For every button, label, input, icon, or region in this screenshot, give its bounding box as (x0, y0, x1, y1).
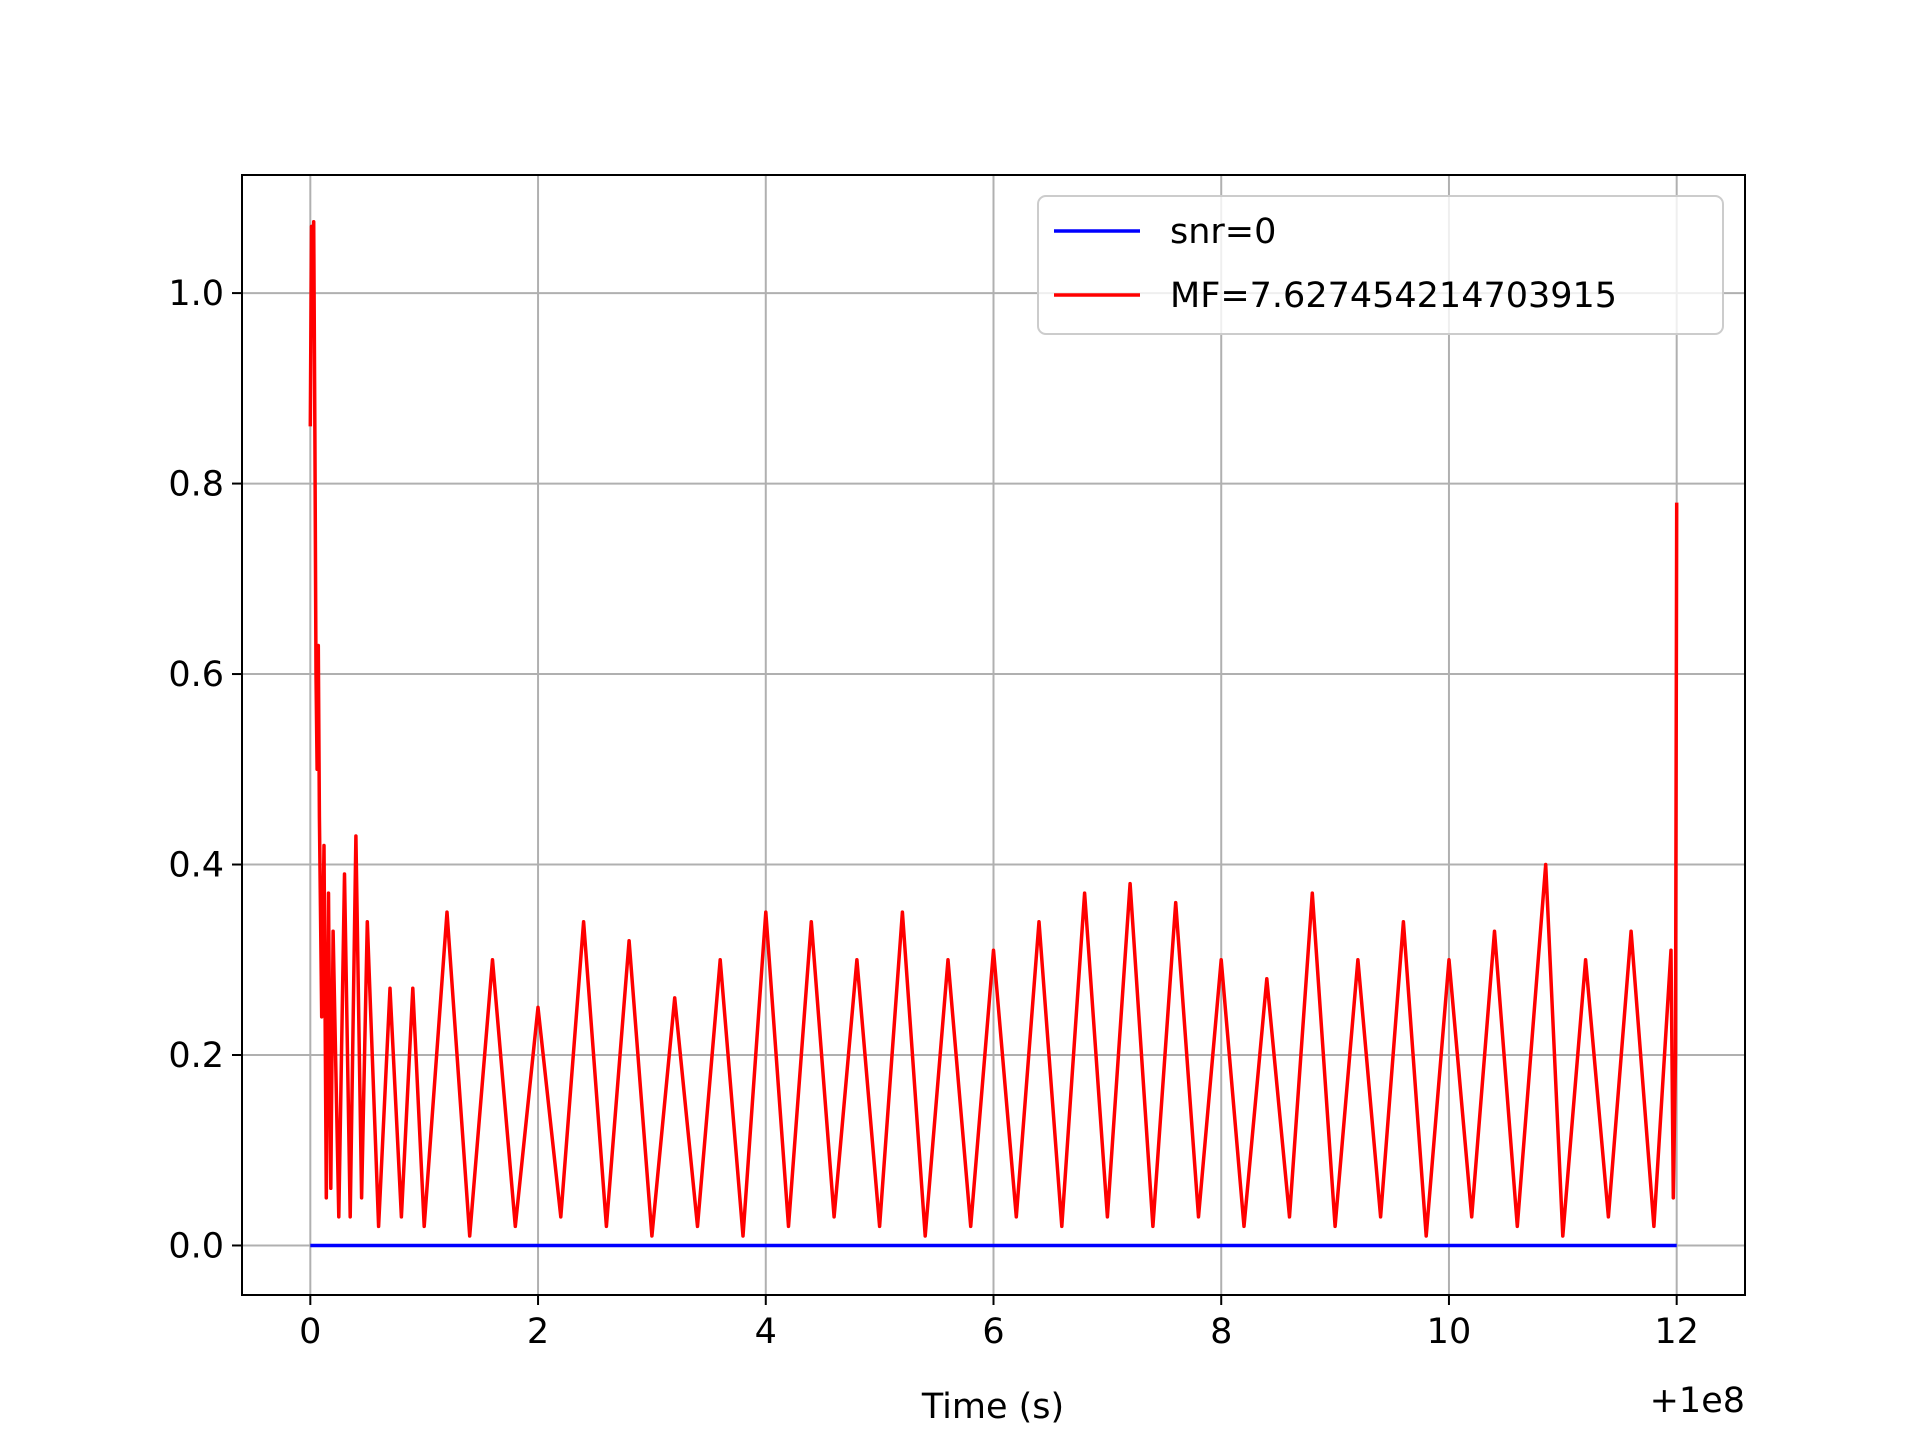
y-tick-label: 0.8 (168, 465, 224, 505)
x-tick-label: 8 (1210, 1312, 1232, 1352)
series-line-mf (308, 219, 1679, 1238)
x-tick-label: 10 (1427, 1312, 1472, 1352)
x-tick-label: 12 (1654, 1312, 1699, 1352)
x-axis-title: Time (s) (921, 1387, 1064, 1427)
y-tick-label: 0.2 (168, 1036, 224, 1076)
y-tick-label: 0.4 (168, 846, 224, 886)
x-tick-label: 0 (299, 1312, 321, 1352)
grid (242, 175, 1745, 1295)
series-layer (308, 219, 1679, 1248)
y-tick-label: 0.0 (168, 1226, 224, 1266)
legend-label: MF=7.627454214703915 (1170, 276, 1617, 316)
y-tick-label: 0.6 (168, 655, 224, 695)
legend-box (1037, 195, 1724, 335)
axis-ticks: 0 2 4 6 8 10 12 0.0 0.2 0.4 0.6 0.8 1.0 (168, 274, 1699, 1352)
x-axis-offset-label: +1e8 (1650, 1381, 1745, 1421)
legend-label: snr=0 (1170, 212, 1276, 252)
y-tick-label: 1.0 (168, 274, 224, 314)
x-tick-label: 2 (527, 1312, 549, 1352)
x-tick-label: 6 (982, 1312, 1004, 1352)
x-tick-label: 4 (755, 1312, 777, 1352)
legend: snr=0 MF=7.627454214703915 (1037, 195, 1724, 335)
